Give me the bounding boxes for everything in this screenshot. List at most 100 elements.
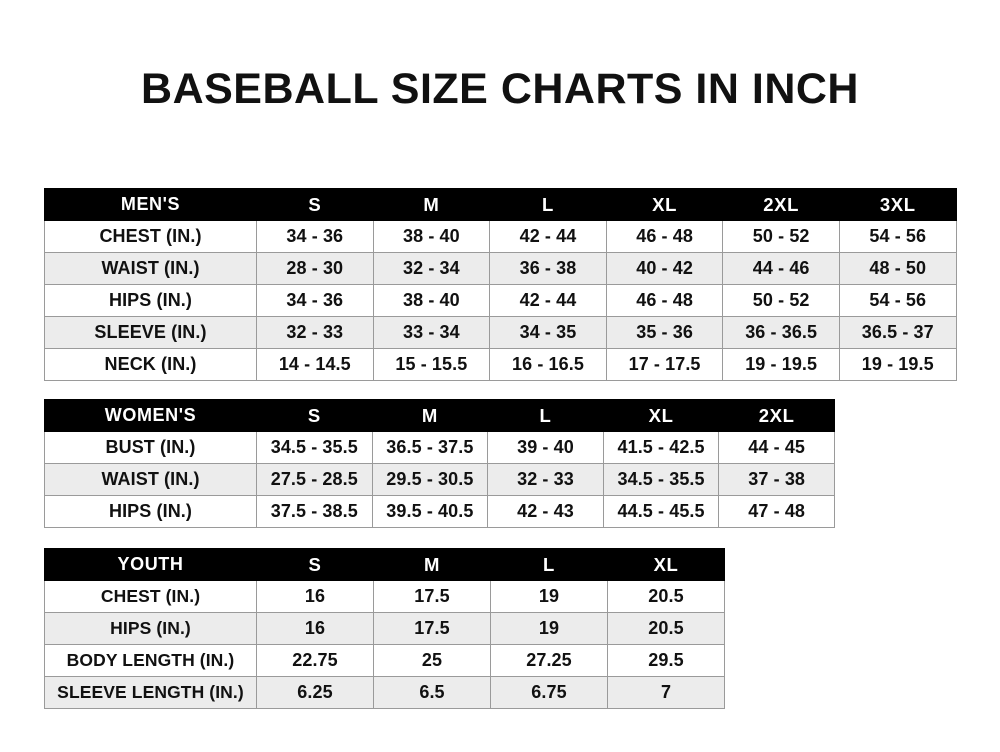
measurement-cell: 46 - 48: [605, 220, 724, 253]
table-row: SLEEVE LENGTH (IN.) 6.25 6.5 6.75 7: [44, 676, 725, 709]
measurement-cell: 19: [490, 580, 608, 613]
measurement-cell: 34.5 - 35.5: [256, 431, 373, 464]
womens-size-table: WOMEN'S S M L XL 2XL BUST (IN.) 34.5 - 35.5 36.5…: [44, 399, 835, 528]
row-label: CHEST (IN.): [44, 220, 257, 253]
measurement-cell: 19 - 19.5: [722, 348, 840, 381]
measurement-cell: 32 - 33: [487, 463, 604, 496]
row-label: BODY LENGTH (IN.): [44, 644, 257, 677]
table-row: HIPS (IN.) 34 - 36 38 - 40 42 - 44 46 - 48 50…: [44, 284, 957, 317]
column-header-l: L: [489, 188, 607, 221]
measurement-cell: 27.25: [490, 644, 608, 677]
measurement-cell: 28 - 30: [256, 252, 374, 285]
column-header-s: S: [256, 188, 374, 221]
measurement-cell: 6.5: [373, 676, 491, 709]
measurement-cell: 48 - 50: [838, 252, 957, 285]
measurement-cell: 44 - 46: [722, 252, 840, 285]
row-label: HIPS (IN.): [44, 612, 257, 645]
column-header-l: L: [490, 548, 608, 581]
measurement-cell: 34 - 36: [256, 284, 374, 317]
row-label: WAIST (IN.): [44, 463, 257, 496]
measurement-cell: 41.5 - 42.5: [602, 431, 720, 464]
column-header-2xl: 2XL: [722, 188, 840, 221]
measurement-cell: 50 - 52: [722, 284, 840, 317]
measurement-cell: 54 - 56: [838, 284, 957, 317]
measurement-cell: 15 - 15.5: [372, 348, 491, 381]
measurement-cell: 37.5 - 38.5: [256, 495, 373, 528]
measurement-cell: 20.5: [607, 580, 725, 613]
column-header-s: S: [256, 548, 374, 581]
column-header-xl: XL: [602, 399, 720, 432]
measurement-cell: 40 - 42: [605, 252, 724, 285]
measurement-cell: 36.5 - 37.5: [371, 431, 489, 464]
row-label: HIPS (IN.): [44, 284, 257, 317]
row-label: BUST (IN.): [44, 431, 257, 464]
page-title: BASEBALL SIZE CHARTS IN INCH: [141, 65, 859, 113]
measurement-cell: 44 - 45: [718, 431, 835, 464]
measurement-cell: 25: [373, 644, 491, 677]
table-header-row: YOUTH S M L XL: [44, 548, 725, 581]
table-row: SLEEVE (IN.) 32 - 33 33 - 34 34 - 35 35 - 36…: [44, 316, 957, 349]
column-header-m: M: [373, 548, 491, 581]
table-row: HIPS (IN.) 16 17.5 19 20.5: [44, 612, 725, 645]
row-label: CHEST (IN.): [44, 580, 257, 613]
row-label: SLEEVE LENGTH (IN.): [44, 676, 257, 709]
measurement-cell: 33 - 34: [372, 316, 491, 349]
measurement-cell: 32 - 34: [372, 252, 491, 285]
measurement-cell: 37 - 38: [718, 463, 835, 496]
mens-corner-label: MEN'S: [44, 188, 257, 221]
measurement-cell: 47 - 48: [718, 495, 835, 528]
column-header-xl: XL: [607, 548, 725, 581]
column-header-xl: XL: [605, 188, 724, 221]
measurement-cell: 17 - 17.5: [605, 348, 724, 381]
table-row: BODY LENGTH (IN.) 22.75 25 27.25 29.5: [44, 644, 725, 677]
measurement-cell: 7: [607, 676, 725, 709]
measurement-cell: 6.25: [256, 676, 374, 709]
measurement-cell: 20.5: [607, 612, 725, 645]
measurement-cell: 14 - 14.5: [256, 348, 374, 381]
measurement-cell: 36 - 38: [489, 252, 607, 285]
table-header-row: MEN'S S M L XL 2XL 3XL: [44, 188, 957, 221]
measurement-cell: 16 - 16.5: [489, 348, 607, 381]
measurement-cell: 17.5: [373, 612, 491, 645]
measurement-cell: 34 - 35: [489, 316, 607, 349]
row-label: SLEEVE (IN.): [44, 316, 257, 349]
measurement-cell: 46 - 48: [605, 284, 724, 317]
measurement-cell: 17.5: [373, 580, 491, 613]
measurement-cell: 32 - 33: [256, 316, 374, 349]
measurement-cell: 42 - 43: [487, 495, 604, 528]
row-label: NECK (IN.): [44, 348, 257, 381]
measurement-cell: 44.5 - 45.5: [602, 495, 720, 528]
table-row: WAIST (IN.) 27.5 - 28.5 29.5 - 30.5 32 - 33…: [44, 463, 835, 496]
measurement-cell: 42 - 44: [489, 284, 607, 317]
measurement-cell: 29.5 - 30.5: [371, 463, 489, 496]
measurement-cell: 38 - 40: [372, 284, 491, 317]
table-row: CHEST (IN.) 16 17.5 19 20.5: [44, 580, 725, 613]
measurement-cell: 34 - 36: [256, 220, 374, 253]
measurement-cell: 39.5 - 40.5: [371, 495, 489, 528]
youth-size-table: YOUTH S M L XL CHEST (IN.) 16 17.5 19 20.5 HIPS (I…: [44, 548, 725, 709]
column-header-2xl: 2XL: [718, 399, 835, 432]
measurement-cell: 54 - 56: [838, 220, 957, 253]
row-label: HIPS (IN.): [44, 495, 257, 528]
measurement-cell: 36.5 - 37: [838, 316, 957, 349]
measurement-cell: 29.5: [607, 644, 725, 677]
column-header-l: L: [487, 399, 604, 432]
table-header-row: WOMEN'S S M L XL 2XL: [44, 399, 835, 432]
measurement-cell: 19: [490, 612, 608, 645]
youth-corner-label: YOUTH: [44, 548, 257, 581]
table-row: BUST (IN.) 34.5 - 35.5 36.5 - 37.5 39 - 40 4…: [44, 431, 835, 464]
table-row: NECK (IN.) 14 - 14.5 15 - 15.5 16 - 16.5 17 …: [44, 348, 957, 381]
row-label: WAIST (IN.): [44, 252, 257, 285]
column-header-3xl: 3XL: [838, 188, 957, 221]
measurement-cell: 39 - 40: [487, 431, 604, 464]
measurement-cell: 16: [256, 580, 374, 613]
table-row: HIPS (IN.) 37.5 - 38.5 39.5 - 40.5 42 - 43 4…: [44, 495, 835, 528]
column-header-s: S: [256, 399, 373, 432]
measurement-cell: 16: [256, 612, 374, 645]
measurement-cell: 22.75: [256, 644, 374, 677]
column-header-m: M: [371, 399, 489, 432]
column-header-m: M: [372, 188, 491, 221]
mens-size-table: MEN'S S M L XL 2XL 3XL CHEST (IN.) 34 - 36 38 - 4…: [44, 188, 957, 381]
measurement-cell: 35 - 36: [605, 316, 724, 349]
